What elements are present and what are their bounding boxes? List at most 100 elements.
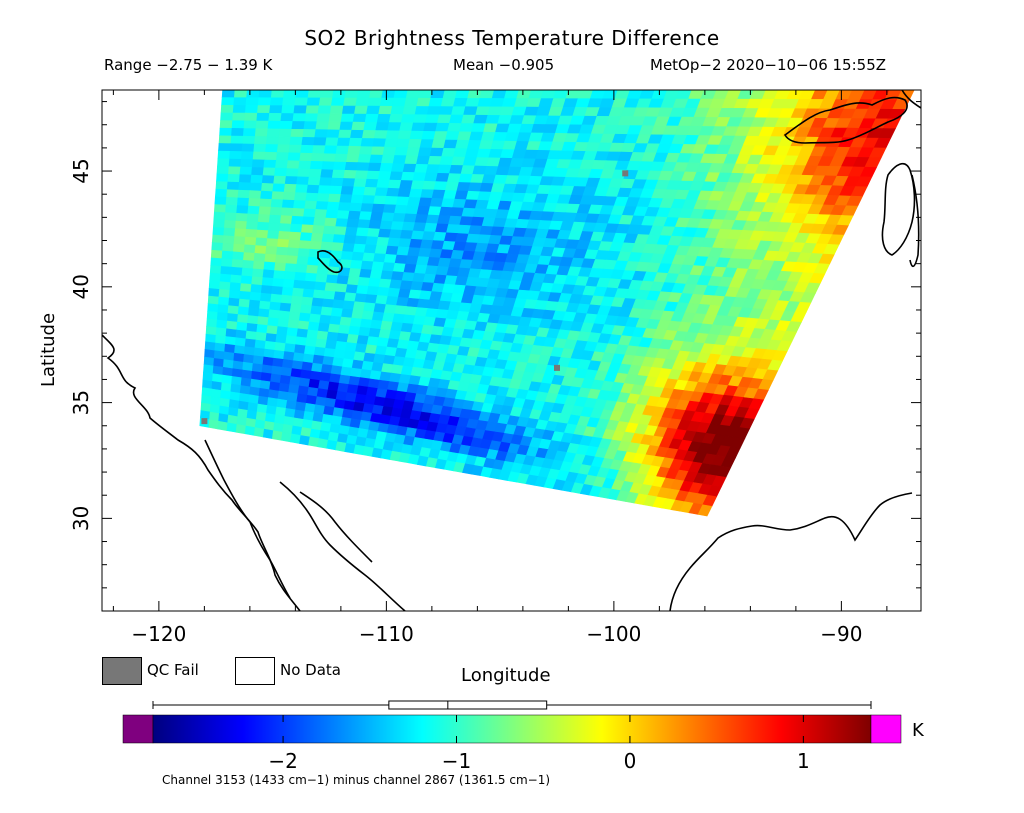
swath-cell — [390, 105, 405, 115]
swath-cell — [219, 120, 233, 129]
swath-cell — [245, 97, 260, 106]
swath-cell — [296, 176, 310, 186]
colorbar-unit: K — [912, 720, 924, 741]
swath-cell — [335, 218, 349, 228]
swath-cell — [306, 184, 320, 194]
swath-cell — [239, 166, 253, 176]
swath-cell — [341, 105, 357, 115]
swath-cell — [249, 291, 262, 302]
swath-cell — [252, 151, 266, 161]
swath-cell — [447, 122, 462, 133]
range-label: Range −2.75 − 1.39 K — [104, 56, 273, 74]
swath-cell — [253, 347, 266, 358]
swath-cell — [279, 302, 292, 313]
swath-cell — [333, 349, 346, 360]
swath-cell — [248, 190, 262, 200]
chart-title: SO2 Brightness Temperature Difference — [304, 26, 720, 50]
swath-cell — [331, 242, 345, 252]
swath-cell — [340, 186, 355, 196]
swath-cell — [267, 222, 281, 232]
swath-cell — [403, 213, 418, 223]
swath-cell — [237, 189, 251, 199]
swath-cell — [427, 155, 443, 166]
swath-cell — [351, 359, 364, 370]
swath-cell — [222, 242, 235, 253]
swath-cell — [429, 197, 444, 208]
swath-cell — [242, 135, 256, 145]
swath-cell — [331, 169, 346, 179]
swath-cell — [232, 251, 245, 261]
swath-cell — [326, 201, 341, 211]
swath-cell — [275, 254, 288, 264]
swath-cell — [314, 129, 329, 139]
swath-cell — [305, 192, 319, 202]
swath-cell — [293, 200, 307, 210]
swath-cell — [300, 304, 313, 315]
swath-cell — [412, 114, 428, 124]
swath-cell — [364, 178, 379, 189]
plot-frame — [101, 89, 922, 612]
swath-cell — [251, 167, 265, 176]
swath-cell — [404, 97, 419, 107]
swath-cell — [271, 430, 283, 441]
swath-cell — [226, 422, 238, 433]
swath-cell — [285, 168, 299, 178]
swath-cell — [330, 97, 346, 107]
swath-cell — [310, 232, 324, 243]
swath-cell — [244, 338, 257, 349]
swath-cell — [370, 146, 385, 156]
swath-cell — [244, 112, 258, 122]
swath-cell — [376, 286, 390, 297]
swath-cell — [236, 205, 249, 215]
swath-cell — [384, 138, 399, 148]
legend-qc-fail-label: QC Fail — [147, 661, 199, 679]
swath-cell — [287, 239, 301, 249]
swath-cell — [431, 139, 446, 149]
swath-cell — [323, 290, 336, 301]
swath-cell — [276, 246, 289, 256]
swath-cell — [206, 318, 218, 329]
swath-cell — [214, 342, 226, 353]
swath-cell — [236, 321, 248, 332]
swath-cell — [305, 337, 318, 348]
swath-cell — [355, 227, 370, 237]
colorbar-ticks: −2 −1 0 1 — [268, 715, 810, 773]
swath-cell — [234, 228, 247, 238]
swath-cell — [226, 189, 239, 199]
swath-cell — [373, 253, 387, 263]
swath-cell — [292, 352, 305, 363]
swath-cell — [283, 183, 297, 193]
swath-cell — [245, 221, 259, 231]
swath-cell — [697, 504, 713, 517]
swath-cell — [226, 320, 238, 331]
swath-cell — [361, 310, 375, 321]
swath-cell — [316, 330, 329, 341]
swath-cell — [281, 286, 294, 297]
swath-cell — [387, 179, 402, 189]
swath-cell — [292, 287, 305, 298]
swath-cell — [366, 170, 381, 180]
swath-cell — [311, 362, 324, 373]
swath-cell — [314, 281, 327, 292]
swath-cell — [244, 425, 256, 436]
swath-cell — [343, 234, 357, 245]
swath-cell — [214, 188, 228, 198]
swath-cell — [278, 128, 293, 138]
swath-cell — [264, 340, 277, 351]
swath-cell — [370, 319, 383, 330]
swath-cell — [210, 257, 223, 267]
swath-cell — [377, 171, 392, 181]
swath-cell — [379, 220, 394, 231]
swath-cell — [363, 121, 378, 131]
swath-cell — [238, 174, 252, 184]
swath-cell — [282, 97, 297, 107]
swath-cell — [384, 195, 399, 206]
swath-cell — [320, 169, 334, 179]
swath-cell — [248, 198, 261, 208]
swath-cell — [221, 250, 234, 260]
swath-cell — [400, 114, 416, 124]
swath-cell — [233, 90, 248, 98]
swath-cell — [308, 248, 322, 259]
swath-cell — [210, 249, 223, 260]
